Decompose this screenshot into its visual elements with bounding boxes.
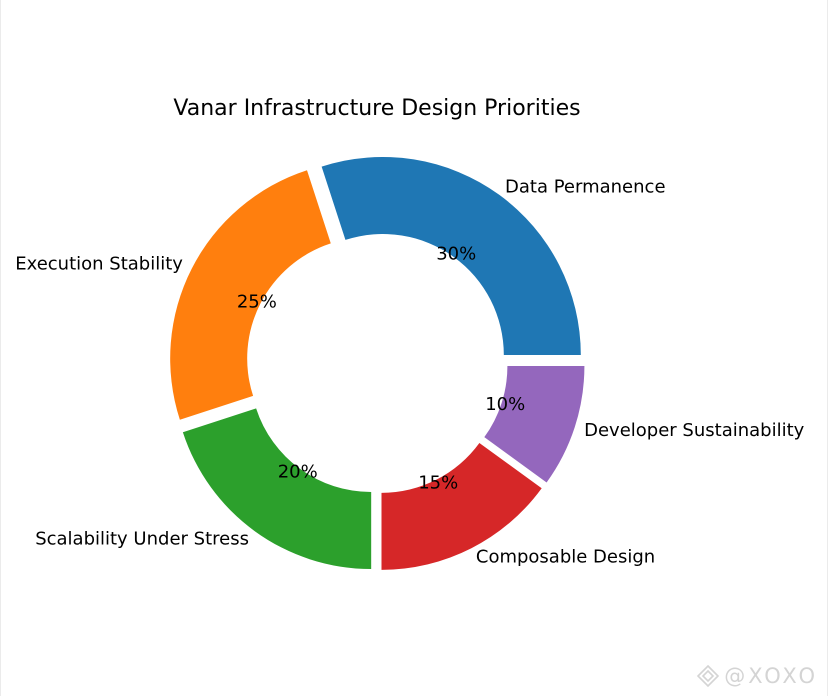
- slice-developer-sustainability: [484, 366, 585, 483]
- watermark-text: @XOXO: [724, 664, 818, 688]
- diamond-logo-icon: [697, 664, 720, 688]
- slice-scalability-under-stress: [182, 408, 372, 570]
- slice-category-label: Developer Sustainability: [584, 420, 805, 441]
- slice-category-label: Scalability Under Stress: [35, 529, 249, 550]
- slice-composable-design: [381, 442, 542, 570]
- left-border: [0, 0, 1, 696]
- slice-execution-stability: [170, 170, 331, 420]
- slice-category-label: Composable Design: [476, 547, 655, 568]
- slices-layer: [170, 156, 585, 570]
- chart-title: Vanar Infrastructure Design Priorities: [173, 96, 580, 121]
- slice-category-label: Execution Stability: [15, 254, 183, 275]
- watermark: @XOXO: [696, 664, 818, 688]
- slice-percent-label: 25%: [237, 291, 277, 312]
- slice-data-permanence: [321, 156, 581, 355]
- category-labels: Data Permanence Execution Stability Scalab…: [15, 176, 804, 567]
- percent-labels: 30% 25% 20% 15% 10%: [237, 243, 525, 493]
- slice-category-label: Data Permanence: [505, 176, 666, 197]
- slice-percent-label: 15%: [418, 473, 458, 494]
- slice-percent-label: 30%: [436, 243, 476, 264]
- slice-percent-label: 10%: [485, 394, 525, 415]
- slice-percent-label: 20%: [278, 462, 318, 483]
